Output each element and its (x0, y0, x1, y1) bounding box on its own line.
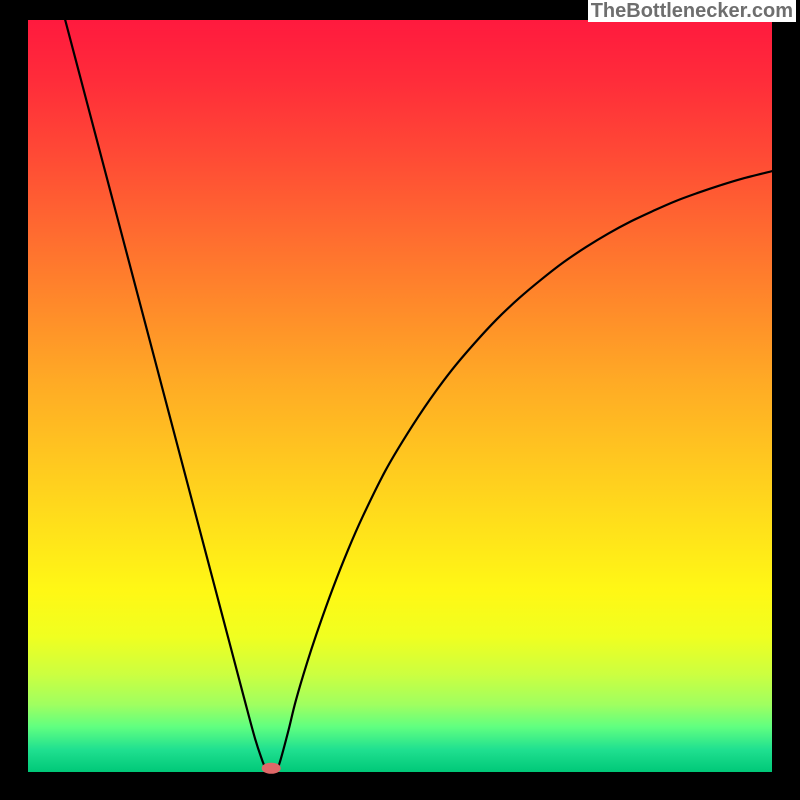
watermark-text: TheBottlenecker.com (591, 0, 793, 22)
plot-area (28, 20, 772, 772)
gradient-rect (28, 20, 772, 772)
chart-background-gradient (28, 20, 772, 772)
optimal-point-marker (262, 763, 281, 774)
chart-container: TheBottlenecker.com (0, 0, 800, 800)
watermark-label: TheBottlenecker.com (588, 0, 796, 22)
